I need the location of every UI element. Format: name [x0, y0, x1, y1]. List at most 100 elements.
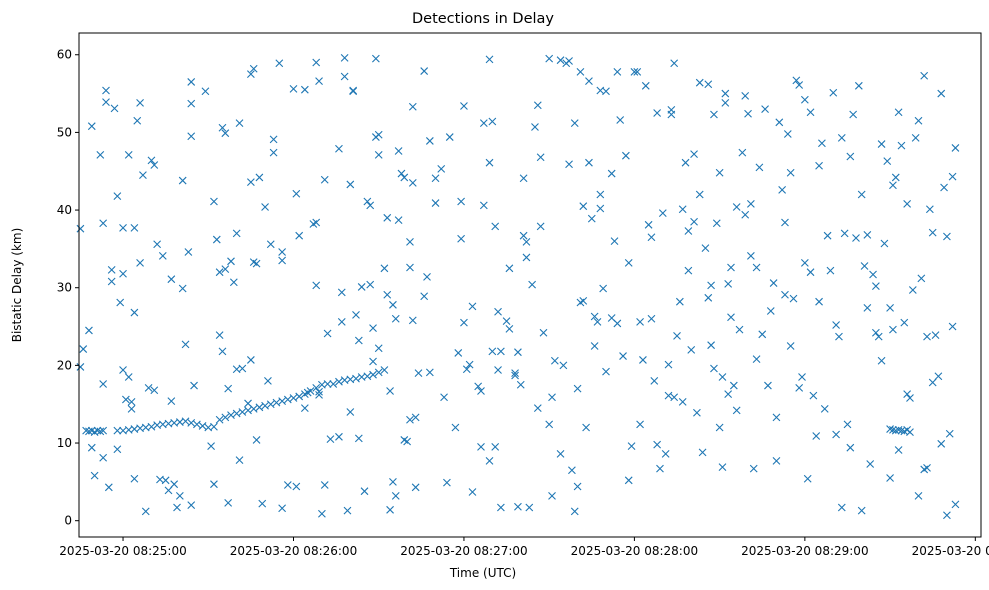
data-point: [820, 404, 829, 413]
data-point: [533, 404, 542, 412]
data-point: [548, 393, 556, 402]
data-point: [354, 434, 363, 443]
plot-frame: [78, 32, 982, 538]
data-point: [522, 253, 531, 262]
data-point: [371, 54, 380, 63]
data-point: [786, 342, 795, 350]
data-point: [732, 203, 741, 211]
data-point: [488, 347, 497, 356]
data-point: [420, 292, 429, 301]
data-point: [565, 57, 573, 65]
data-point: [528, 280, 537, 289]
data-point: [531, 123, 539, 131]
data-point: [110, 104, 119, 113]
data-point: [815, 297, 823, 306]
data-point: [283, 395, 292, 404]
data-point: [198, 422, 207, 430]
data-point: [854, 81, 863, 90]
data-point: [337, 288, 346, 297]
data-point: [147, 156, 156, 165]
y-tick-label: 30: [57, 281, 72, 295]
data-point: [181, 417, 190, 426]
x-tick-label: 2025-03-20 08:27:00: [400, 544, 527, 558]
data-point: [806, 108, 815, 117]
data-point: [167, 397, 176, 405]
data-point: [369, 324, 377, 332]
data-point: [661, 450, 670, 458]
data-point: [715, 423, 724, 432]
data-point: [903, 390, 912, 398]
data-point: [917, 274, 926, 283]
data-point: [178, 176, 187, 185]
data-point: [130, 474, 139, 483]
data-point: [639, 356, 647, 364]
data-point: [886, 425, 894, 433]
data-point: [130, 308, 139, 317]
data-point: [184, 248, 193, 256]
data-point: [846, 443, 855, 452]
data-point: [440, 393, 448, 402]
data-point: [462, 365, 471, 374]
data-point: [235, 119, 244, 127]
data-point: [951, 500, 960, 509]
data-point: [346, 408, 355, 416]
detections-series: [76, 53, 960, 520]
data-point: [650, 377, 659, 385]
data-point: [485, 55, 494, 64]
data-point: [690, 217, 698, 226]
data-point: [215, 415, 224, 424]
data-point: [227, 257, 235, 266]
data-point: [465, 360, 474, 369]
data-point: [411, 413, 420, 422]
data-point: [175, 491, 184, 500]
data-point: [221, 413, 230, 422]
data-point: [107, 265, 116, 274]
data-point: [582, 423, 590, 432]
data-point: [945, 429, 954, 438]
data-point: [511, 369, 519, 378]
data-point: [352, 374, 360, 383]
data-point: [664, 391, 673, 400]
data-point: [283, 481, 292, 489]
data-point: [565, 160, 573, 169]
data-point: [187, 78, 196, 86]
data-point: [269, 148, 278, 157]
data-point: [119, 224, 127, 232]
data-point: [425, 137, 434, 145]
data-point: [619, 352, 627, 360]
data-point: [485, 158, 494, 167]
x-axis-label: Time (UTC): [449, 566, 516, 580]
data-point: [741, 210, 750, 219]
data-point: [278, 248, 287, 256]
data-point: [792, 76, 801, 85]
y-tick-label: 20: [57, 358, 72, 372]
data-point: [161, 476, 170, 485]
data-point: [891, 426, 900, 435]
data-point: [315, 390, 323, 399]
data-point: [886, 474, 894, 482]
data-point: [704, 80, 713, 89]
data-point: [769, 279, 778, 287]
data-point: [749, 464, 758, 473]
data-point: [141, 507, 150, 516]
data-point: [721, 99, 730, 107]
data-point: [755, 163, 764, 172]
data-point: [349, 86, 358, 95]
data-point: [923, 463, 931, 472]
data-point: [99, 426, 108, 435]
data-point: [383, 213, 392, 222]
data-point: [82, 426, 90, 435]
data-point: [99, 453, 108, 462]
data-point: [627, 442, 636, 451]
data-point: [894, 108, 903, 117]
data-point: [758, 330, 767, 339]
data-point: [585, 158, 593, 167]
data-point: [866, 460, 875, 468]
x-axis-ticks: 2025-03-20 08:25:00 2025-03-20 08:26:00 20…: [59, 537, 989, 558]
data-point: [389, 477, 397, 486]
data-point: [181, 340, 190, 349]
data-point: [210, 422, 218, 431]
data-point: [335, 144, 343, 153]
data-point: [570, 507, 579, 516]
data-point: [460, 102, 468, 110]
